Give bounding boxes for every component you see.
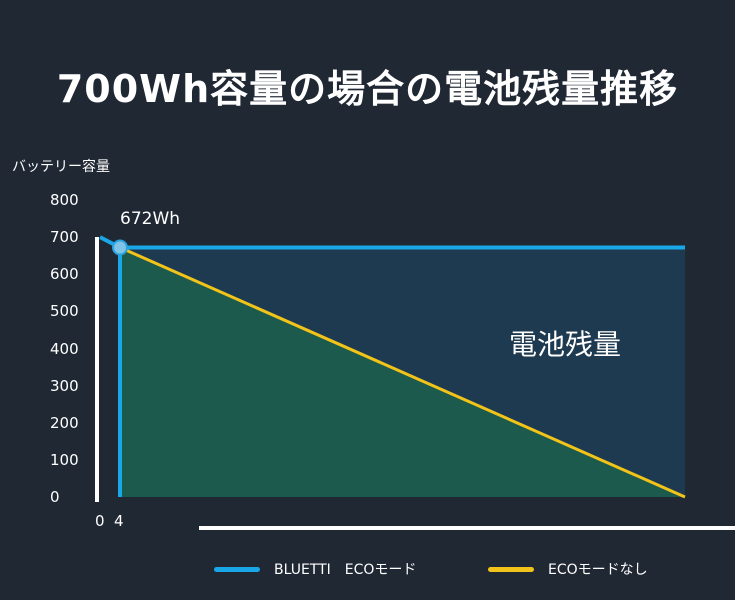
legend-swatch-bluetti-eco [214,566,260,572]
legend-swatch-no-eco [488,566,534,572]
y-tick-label-100: 100 [50,450,79,469]
y-tick-label-300: 300 [50,376,79,395]
y-tick-label-0: 0 [50,488,60,506]
y-axis-label: バッテリー容量 [12,159,110,175]
point-value-label: 672Wh [120,209,181,229]
y-tick-label-600: 600 [50,265,79,284]
y-tick-label-400: 400 [50,339,79,358]
series-line-bluetti-eco [99,235,685,250]
y-tick-label-800: 800 [50,191,79,209]
chart-title: 700Wh容量の場合の電池残量推移 [56,67,679,111]
area-label: 電池残量 [509,328,622,361]
legend-label-no-eco: ECOモードなし [548,562,648,578]
series-line-no-eco [119,246,686,499]
672wh-point-marker [112,239,128,256]
y-tick-label-200: 200 [50,413,79,432]
x-tick-label-0: 0 [95,512,105,530]
x-tick-label-4: 4 [114,512,124,530]
y-tick-label-500: 500 [50,302,79,321]
legend-label-bluetti-eco: BLUETTI ECOモード [274,562,417,578]
legend-item-no-eco: ECOモードなし [488,558,648,580]
y-tick-label-700: 700 [50,228,79,247]
legend-item-bluetti-eco: BLUETTI ECOモード [214,558,416,580]
